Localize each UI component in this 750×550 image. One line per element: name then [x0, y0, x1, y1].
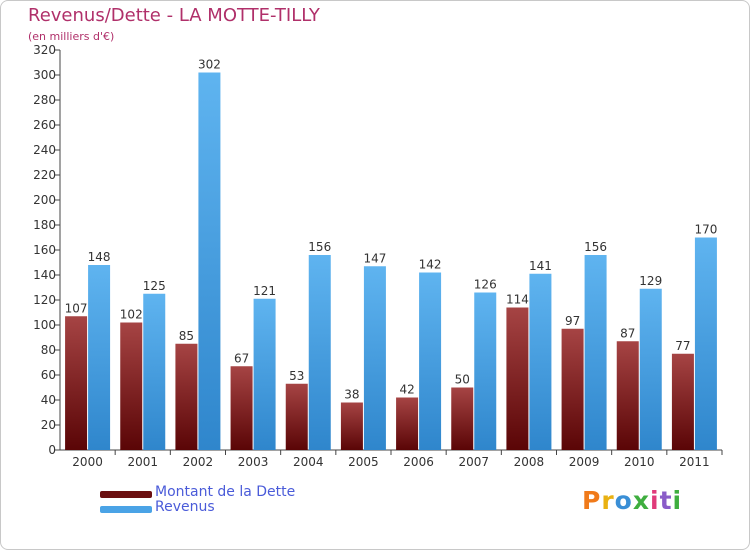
- y-tick-label: 80: [41, 343, 56, 357]
- x-tick-label: 2002: [183, 455, 214, 469]
- data-label-dette-2007: 50: [455, 373, 470, 387]
- data-label-dette-2000: 107: [65, 301, 88, 315]
- chart-title: Revenus/Dette - LA MOTTE-TILLY: [28, 5, 320, 26]
- x-axis: 2000 2001 2002 2003 2004 2005 2006 2007 2008 2009…: [60, 449, 723, 469]
- brand-letter: i: [672, 486, 683, 515]
- data-label-dette-2002: 85: [179, 329, 194, 343]
- y-tick-label: 40: [41, 393, 56, 407]
- brand-letter: o: [614, 486, 633, 515]
- bar-dette-2005: [340, 402, 363, 450]
- x-tick-label: 2009: [569, 455, 600, 469]
- proxiti-logo: Proxiti: [582, 486, 682, 515]
- y-tick-label: 300: [33, 68, 56, 82]
- data-label-dette-2010: 87: [620, 326, 635, 340]
- x-tick-label: 2005: [348, 455, 379, 469]
- data-label-revenus-2010: 129: [639, 274, 662, 288]
- y-tick-label: 180: [33, 218, 56, 232]
- data-label-dette-2003: 67: [234, 351, 249, 365]
- data-label-revenus-2009: 156: [584, 240, 607, 254]
- bar-revenus-2006: [419, 272, 442, 450]
- x-tick-label: 2000: [72, 455, 103, 469]
- data-label-dette-2006: 42: [399, 383, 414, 397]
- data-label-revenus-2003: 121: [253, 284, 276, 298]
- legend-swatch-dette: [100, 491, 152, 498]
- bar-dette-2008: [506, 307, 529, 450]
- bar-revenus-2009: [584, 255, 607, 450]
- data-label-dette-2004: 53: [289, 369, 304, 383]
- brand-letter: i: [650, 486, 660, 515]
- chart-subtitle: (en milliers d'€): [28, 30, 115, 43]
- brand-letter: t: [659, 486, 673, 515]
- y-tick-label: 100: [33, 318, 56, 332]
- bars: [65, 72, 717, 450]
- data-label-dette-2005: 38: [344, 388, 359, 402]
- x-tick-label: 2006: [403, 455, 434, 469]
- bar-revenus-2003: [253, 298, 276, 450]
- x-tick-label: 2004: [293, 455, 324, 469]
- y-tick-label: 280: [33, 93, 56, 107]
- y-tick-label: 140: [33, 268, 56, 282]
- data-labels: 107 148 102 125 85 302 67 121 53 156 38 147 42 142 50 1…: [65, 58, 718, 402]
- y-tick-label: 260: [33, 118, 56, 132]
- y-tick-label: 60: [41, 368, 56, 382]
- y-tick-label: 20: [41, 418, 56, 432]
- bar-revenus-2007: [474, 292, 497, 450]
- brand-letter: P: [582, 486, 602, 515]
- data-label-revenus-2002: 302: [198, 58, 221, 72]
- x-tick-label: 2003: [238, 455, 269, 469]
- x-tick-label: 2001: [127, 455, 158, 469]
- data-label-revenus-2011: 170: [694, 223, 717, 237]
- bar-revenus-2005: [363, 266, 386, 450]
- bar-dette-2009: [561, 328, 584, 450]
- bar-dette-2007: [451, 387, 474, 450]
- y-tick-label: 320: [33, 43, 56, 57]
- bar-revenus-2008: [529, 273, 552, 450]
- y-tick-label: 200: [33, 193, 56, 207]
- legend-label-revenus: Revenus: [155, 499, 215, 515]
- brand-letter: x: [632, 486, 650, 515]
- x-tick-label: 2007: [458, 455, 489, 469]
- x-tick-label: 2010: [624, 455, 655, 469]
- y-tick-label: 220: [33, 168, 56, 182]
- bar-dette-2011: [671, 353, 694, 450]
- brand-letter: r: [601, 486, 615, 515]
- bar-revenus-2001: [143, 293, 166, 450]
- bar-dette-2000: [65, 316, 88, 450]
- data-label-revenus-2008: 141: [529, 259, 552, 273]
- bar-dette-2002: [175, 343, 198, 450]
- y-tick-label: 160: [33, 243, 56, 257]
- bar-revenus-2000: [88, 265, 111, 450]
- data-label-revenus-2001: 125: [143, 279, 166, 293]
- bar-dette-2004: [285, 383, 308, 450]
- data-label-revenus-2004: 156: [308, 240, 331, 254]
- y-tick-label: 0: [48, 443, 56, 457]
- data-label-dette-2011: 77: [675, 339, 690, 353]
- x-tick-label: 2008: [514, 455, 545, 469]
- x-tick-label: 2011: [679, 455, 710, 469]
- bar-dette-2003: [230, 366, 253, 450]
- bar-revenus-2002: [198, 72, 221, 450]
- legend-swatch-revenus: [100, 506, 152, 513]
- bar-dette-2010: [616, 341, 639, 450]
- bar-revenus-2004: [308, 255, 331, 450]
- data-label-revenus-2000: 148: [88, 250, 111, 264]
- y-tick-label: 120: [33, 293, 56, 307]
- data-label-revenus-2005: 147: [363, 251, 386, 265]
- data-label-revenus-2007: 126: [474, 278, 497, 292]
- data-label-dette-2001: 102: [120, 308, 143, 322]
- data-label-dette-2008: 114: [506, 293, 529, 307]
- bar-dette-2001: [120, 322, 143, 450]
- data-label-dette-2009: 97: [565, 314, 580, 328]
- bar-revenus-2010: [639, 288, 662, 450]
- legend-label-dette: Montant de la Dette: [155, 484, 296, 500]
- bar-dette-2006: [396, 397, 419, 450]
- bar-revenus-2011: [694, 237, 717, 450]
- y-axis: 0 20 40 60 80 100 120 140 160 180 200 220 240 260 280 3…: [33, 43, 61, 457]
- y-tick-label: 240: [33, 143, 56, 157]
- data-label-revenus-2006: 142: [419, 258, 442, 272]
